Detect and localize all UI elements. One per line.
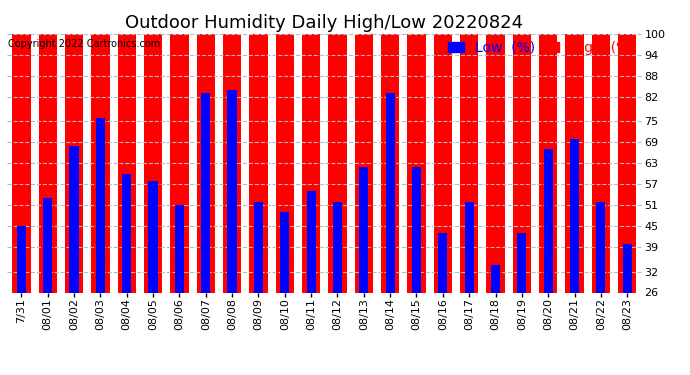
Bar bbox=[513, 0, 531, 292]
Bar bbox=[433, 0, 452, 292]
Bar bbox=[565, 0, 584, 292]
Bar bbox=[117, 0, 136, 292]
Bar bbox=[70, 146, 79, 292]
Bar bbox=[254, 202, 263, 292]
Bar bbox=[91, 0, 110, 292]
Bar bbox=[144, 0, 162, 292]
Bar bbox=[464, 202, 474, 292]
Bar bbox=[12, 0, 30, 292]
Bar bbox=[228, 90, 237, 292]
Bar bbox=[570, 139, 579, 292]
Bar bbox=[618, 0, 636, 292]
Legend: Low  (%), High  (%): Low (%), High (%) bbox=[448, 41, 635, 55]
Bar bbox=[39, 0, 57, 292]
Bar bbox=[223, 0, 241, 292]
Bar bbox=[355, 0, 373, 292]
Bar bbox=[170, 0, 188, 292]
Bar bbox=[460, 0, 478, 292]
Bar bbox=[539, 0, 558, 292]
Bar bbox=[275, 0, 294, 292]
Bar bbox=[386, 93, 395, 292]
Title: Outdoor Humidity Daily High/Low 20220824: Outdoor Humidity Daily High/Low 20220824 bbox=[126, 14, 523, 32]
Bar bbox=[122, 174, 131, 292]
Bar bbox=[328, 0, 346, 292]
Bar bbox=[438, 233, 447, 292]
Bar bbox=[407, 0, 426, 292]
Bar bbox=[148, 181, 158, 292]
Bar bbox=[201, 93, 210, 292]
Bar bbox=[591, 0, 610, 292]
Bar bbox=[412, 166, 421, 292]
Bar bbox=[544, 149, 553, 292]
Bar bbox=[43, 198, 52, 292]
Text: Copyright 2022 Cartronics.com: Copyright 2022 Cartronics.com bbox=[8, 39, 160, 49]
Bar bbox=[17, 226, 26, 292]
Bar bbox=[381, 0, 400, 292]
Bar bbox=[333, 202, 342, 292]
Bar bbox=[280, 212, 289, 292]
Bar bbox=[302, 0, 320, 292]
Bar bbox=[197, 0, 215, 292]
Bar bbox=[596, 202, 606, 292]
Bar bbox=[622, 243, 632, 292]
Bar bbox=[491, 264, 500, 292]
Bar bbox=[175, 205, 184, 292]
Bar bbox=[518, 233, 526, 292]
Bar bbox=[96, 118, 105, 292]
Bar bbox=[359, 166, 368, 292]
Bar bbox=[249, 0, 268, 292]
Bar bbox=[65, 0, 83, 292]
Bar bbox=[306, 191, 316, 292]
Bar bbox=[486, 0, 504, 292]
